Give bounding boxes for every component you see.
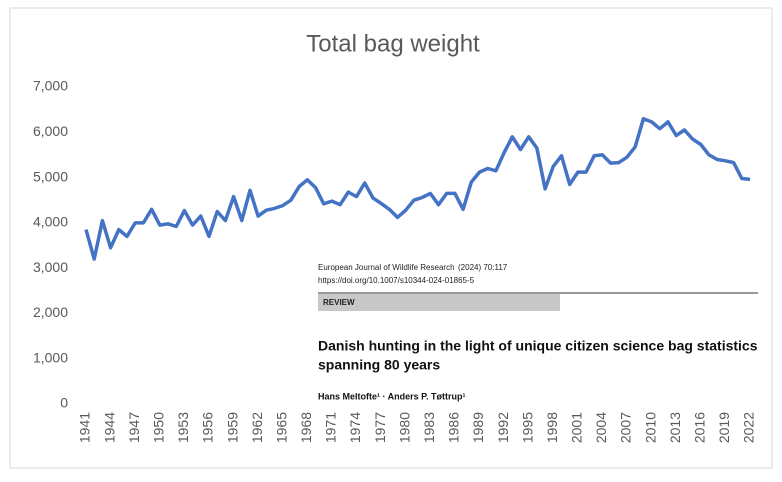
chart-title: Total bag weight — [306, 30, 480, 57]
x-tick-label: 1941 — [77, 412, 93, 443]
x-tick-label: 1986 — [446, 412, 462, 443]
x-tick-label: 1971 — [323, 412, 339, 443]
x-tick-label: 1950 — [150, 412, 166, 443]
x-tick-label: 1989 — [470, 412, 486, 443]
y-tick-label: 6,000 — [33, 123, 68, 139]
x-tick-label: 1992 — [495, 412, 511, 443]
x-tick-label: 1962 — [249, 412, 265, 443]
x-tick-label: 1947 — [126, 412, 142, 443]
x-tick-label: 1974 — [347, 412, 363, 443]
y-tick-label: 2,000 — [33, 304, 68, 320]
y-tick-label: 0 — [60, 395, 68, 411]
x-tick-label: 2004 — [593, 412, 609, 443]
paper-title: spanning 80 years — [318, 357, 440, 373]
x-tick-label: 1965 — [273, 412, 289, 443]
line — [84, 116, 751, 261]
paper-title: Danish hunting in the light of unique ci… — [318, 338, 758, 354]
x-tick-label: 1956 — [200, 412, 216, 443]
x-tick-label: 1944 — [101, 412, 117, 443]
x-tick-label: 2016 — [692, 412, 708, 443]
y-tick-label: 7,000 — [33, 78, 68, 94]
x-tick-label: 2019 — [716, 412, 732, 443]
journal: European Journal of Wildlife Research — [318, 263, 455, 272]
x-tick-label: 2013 — [667, 412, 683, 443]
authors: Hans Meltofte¹ · Anders P. Tøttrup¹ — [318, 391, 466, 401]
citation: (2024) 70:117 — [458, 263, 508, 272]
section: REVIEW — [323, 298, 355, 307]
y-tick-label: 5,000 — [33, 168, 68, 184]
y-tick-label: 3,000 — [33, 259, 68, 275]
x-tick-label: 1953 — [175, 412, 191, 443]
section-bar — [318, 294, 560, 311]
doi: https://doi.org/10.1007/s10344-024-01865… — [318, 276, 475, 285]
paper-box — [310, 258, 762, 408]
x-tick-label: 1983 — [421, 412, 437, 443]
plot: 0 1,000 2,000 3,000 4,000 5,000 6,000 7,000 1941… — [33, 78, 757, 443]
x-tick-label: 1980 — [396, 412, 412, 443]
paper-header: European Journal of Wildlife Research (2… — [310, 258, 762, 408]
x-tick-label: 1995 — [519, 412, 535, 443]
x-tick-label: 2007 — [618, 412, 634, 443]
x-tick-label: 2022 — [741, 412, 757, 443]
x-tick-label: 2010 — [642, 412, 658, 443]
x-tick-label: 1998 — [544, 412, 560, 443]
x-tick-label: 1968 — [298, 412, 314, 443]
x-tick-label: 1959 — [224, 412, 240, 443]
x-tick-label: 1977 — [372, 412, 388, 443]
x-tick-label: 2001 — [569, 412, 585, 443]
y-tick-label: 4,000 — [33, 214, 68, 230]
y-tick-label: 1,000 — [33, 349, 68, 365]
